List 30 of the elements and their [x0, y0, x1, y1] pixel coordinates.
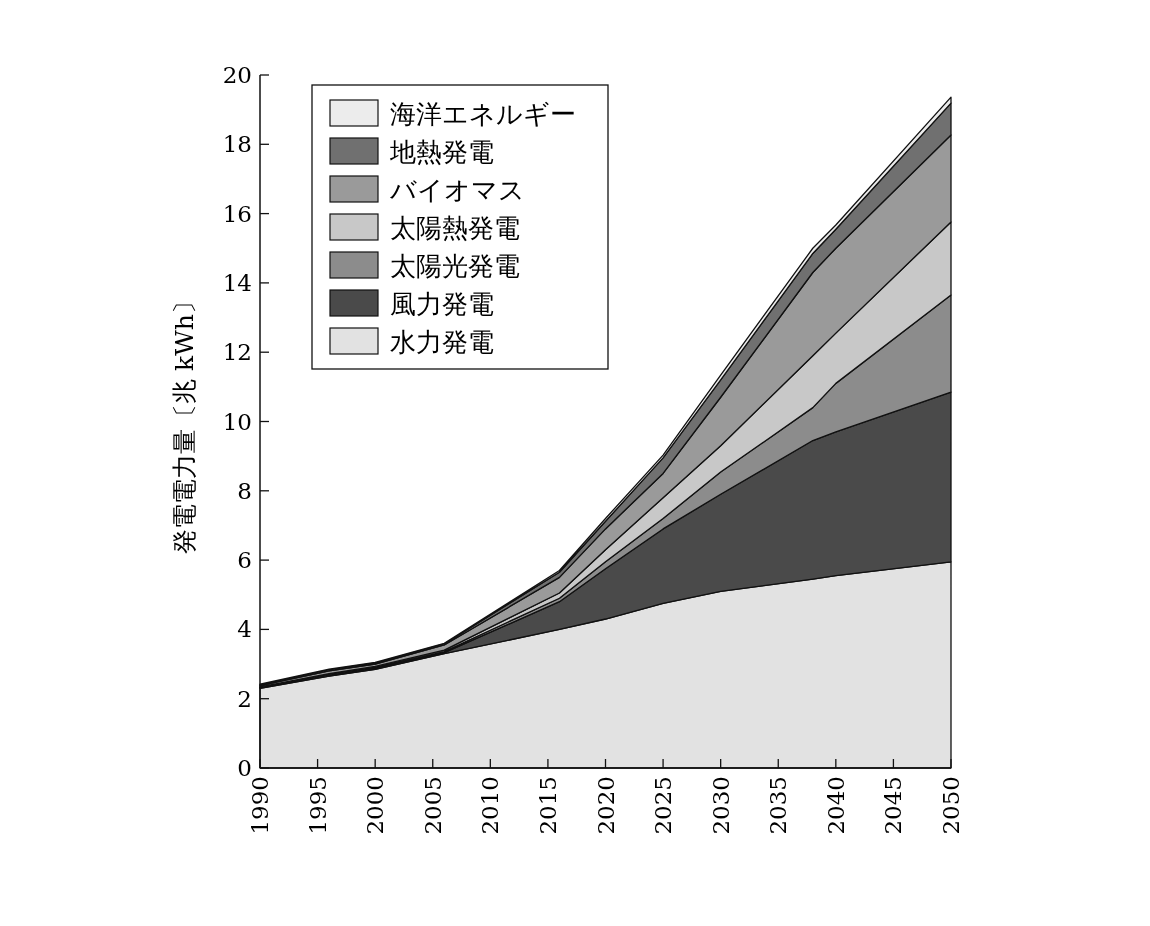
x-tick-label: 2025	[650, 776, 677, 835]
legend-label: 海洋エネルギー	[390, 99, 576, 129]
y-tick-label: 10	[222, 408, 252, 435]
y-tick-label: 20	[222, 62, 252, 88]
y-axis-title: 発電電力量〔兆 kWh〕	[170, 289, 199, 554]
y-tick-label: 14	[222, 269, 252, 296]
x-tick-label: 2010	[477, 776, 504, 835]
legend-label: 太陽熱発電	[390, 213, 520, 243]
legend-label: 地熱発電	[389, 137, 494, 167]
legend-label: 風力発電	[390, 289, 494, 319]
x-tick-label: 2015	[534, 776, 561, 835]
x-tick-label: 2000	[362, 776, 389, 835]
y-tick-label: 2	[237, 685, 252, 712]
y-tick-label: 16	[222, 200, 252, 227]
x-tick-label: 2040	[822, 776, 849, 835]
y-tick-label: 4	[237, 616, 252, 643]
y-tick-label: 12	[222, 339, 252, 366]
x-tick-label: 2050	[938, 776, 964, 835]
x-tick-label: 2035	[765, 776, 792, 835]
legend-label: 水力発電	[390, 327, 494, 357]
x-tick-label: 2045	[880, 776, 907, 835]
legend-label: バイオマス	[389, 175, 525, 205]
y-tick-label: 6	[237, 547, 252, 574]
x-tick-label: 2030	[707, 776, 734, 835]
x-tick-label: 2020	[592, 776, 619, 835]
y-tick-label: 8	[237, 477, 252, 504]
x-tick-label: 2005	[419, 776, 446, 835]
legend-label: 太陽光発電	[390, 251, 520, 281]
y-tick-label: 18	[222, 131, 252, 158]
x-tick-label: 1995	[304, 776, 331, 835]
